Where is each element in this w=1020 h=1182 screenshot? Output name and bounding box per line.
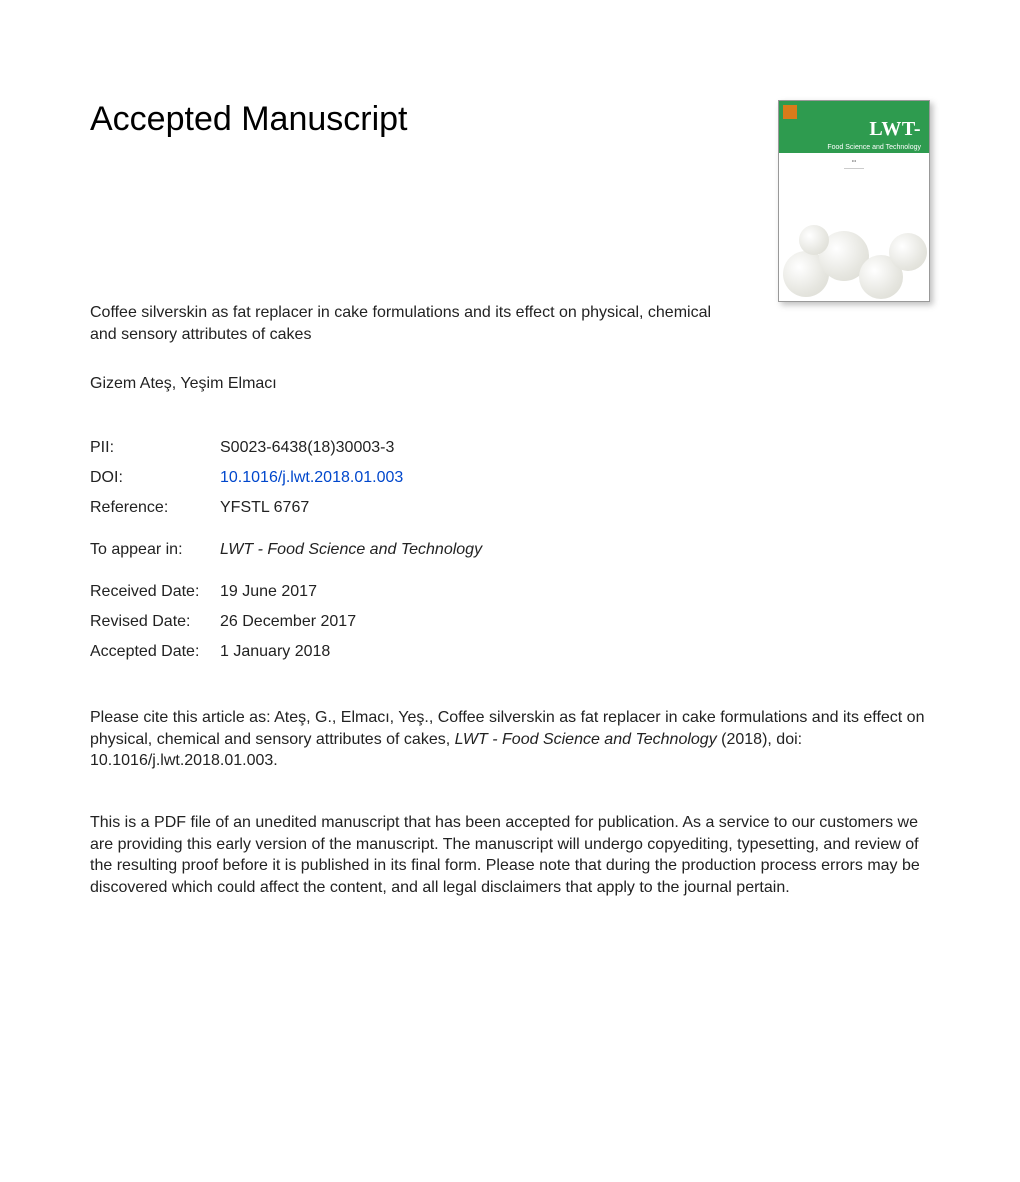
cover-banner: LWT- Food Science and Technology — [779, 101, 929, 153]
meta-value-journal: LWT - Food Science and Technology — [220, 523, 482, 565]
header-row: Accepted Manuscript LWT- Food Science an… — [90, 100, 930, 302]
page-heading: Accepted Manuscript — [90, 100, 408, 139]
meta-label: To appear in: — [90, 523, 220, 565]
table-row: To appear in: LWT - Food Science and Tec… — [90, 523, 482, 565]
meta-value: 26 December 2017 — [220, 607, 482, 637]
manuscript-title: Coffee silverskin as fat replacer in cak… — [90, 302, 720, 345]
meta-value: YFSTL 6767 — [220, 493, 482, 523]
cover-caption: ••• — [779, 153, 929, 164]
meta-label: Accepted Date: — [90, 637, 220, 667]
meta-label: Received Date: — [90, 565, 220, 607]
table-row: Reference: YFSTL 6767 — [90, 493, 482, 523]
meta-label: PII: — [90, 433, 220, 463]
meta-label: Revised Date: — [90, 607, 220, 637]
meta-value: 1 January 2018 — [220, 637, 482, 667]
meta-value: 19 June 2017 — [220, 565, 482, 607]
doi-link[interactable]: 10.1016/j.lwt.2018.01.003 — [220, 469, 403, 486]
cover-brand: LWT- — [869, 118, 921, 141]
citation-journal: LWT - Food Science and Technology — [455, 731, 717, 748]
metadata-table: PII: S0023-6438(18)30003-3 DOI: 10.1016/… — [90, 433, 482, 667]
meta-label: Reference: — [90, 493, 220, 523]
publisher-mark-icon — [783, 105, 797, 119]
table-row: Accepted Date: 1 January 2018 — [90, 637, 482, 667]
cover-art — [779, 219, 929, 299]
disclaimer-text: This is a PDF file of an unedited manusc… — [90, 812, 930, 898]
table-row: Revised Date: 26 December 2017 — [90, 607, 482, 637]
manuscript-authors: Gizem Ateş, Yeşim Elmacı — [90, 375, 930, 393]
citation-block: Please cite this article as: Ateş, G., E… — [90, 707, 930, 772]
cover-body: ••• — [779, 153, 929, 299]
meta-label: DOI: — [90, 463, 220, 493]
journal-cover-thumbnail: LWT- Food Science and Technology ••• — [778, 100, 930, 302]
manuscript-page: Accepted Manuscript LWT- Food Science an… — [0, 0, 1020, 958]
table-row: PII: S0023-6438(18)30003-3 — [90, 433, 482, 463]
cover-brand-sub: Food Science and Technology — [827, 144, 921, 151]
table-row: Received Date: 19 June 2017 — [90, 565, 482, 607]
cover-divider — [844, 168, 864, 169]
meta-value: S0023-6438(18)30003-3 — [220, 433, 482, 463]
table-row: DOI: 10.1016/j.lwt.2018.01.003 — [90, 463, 482, 493]
